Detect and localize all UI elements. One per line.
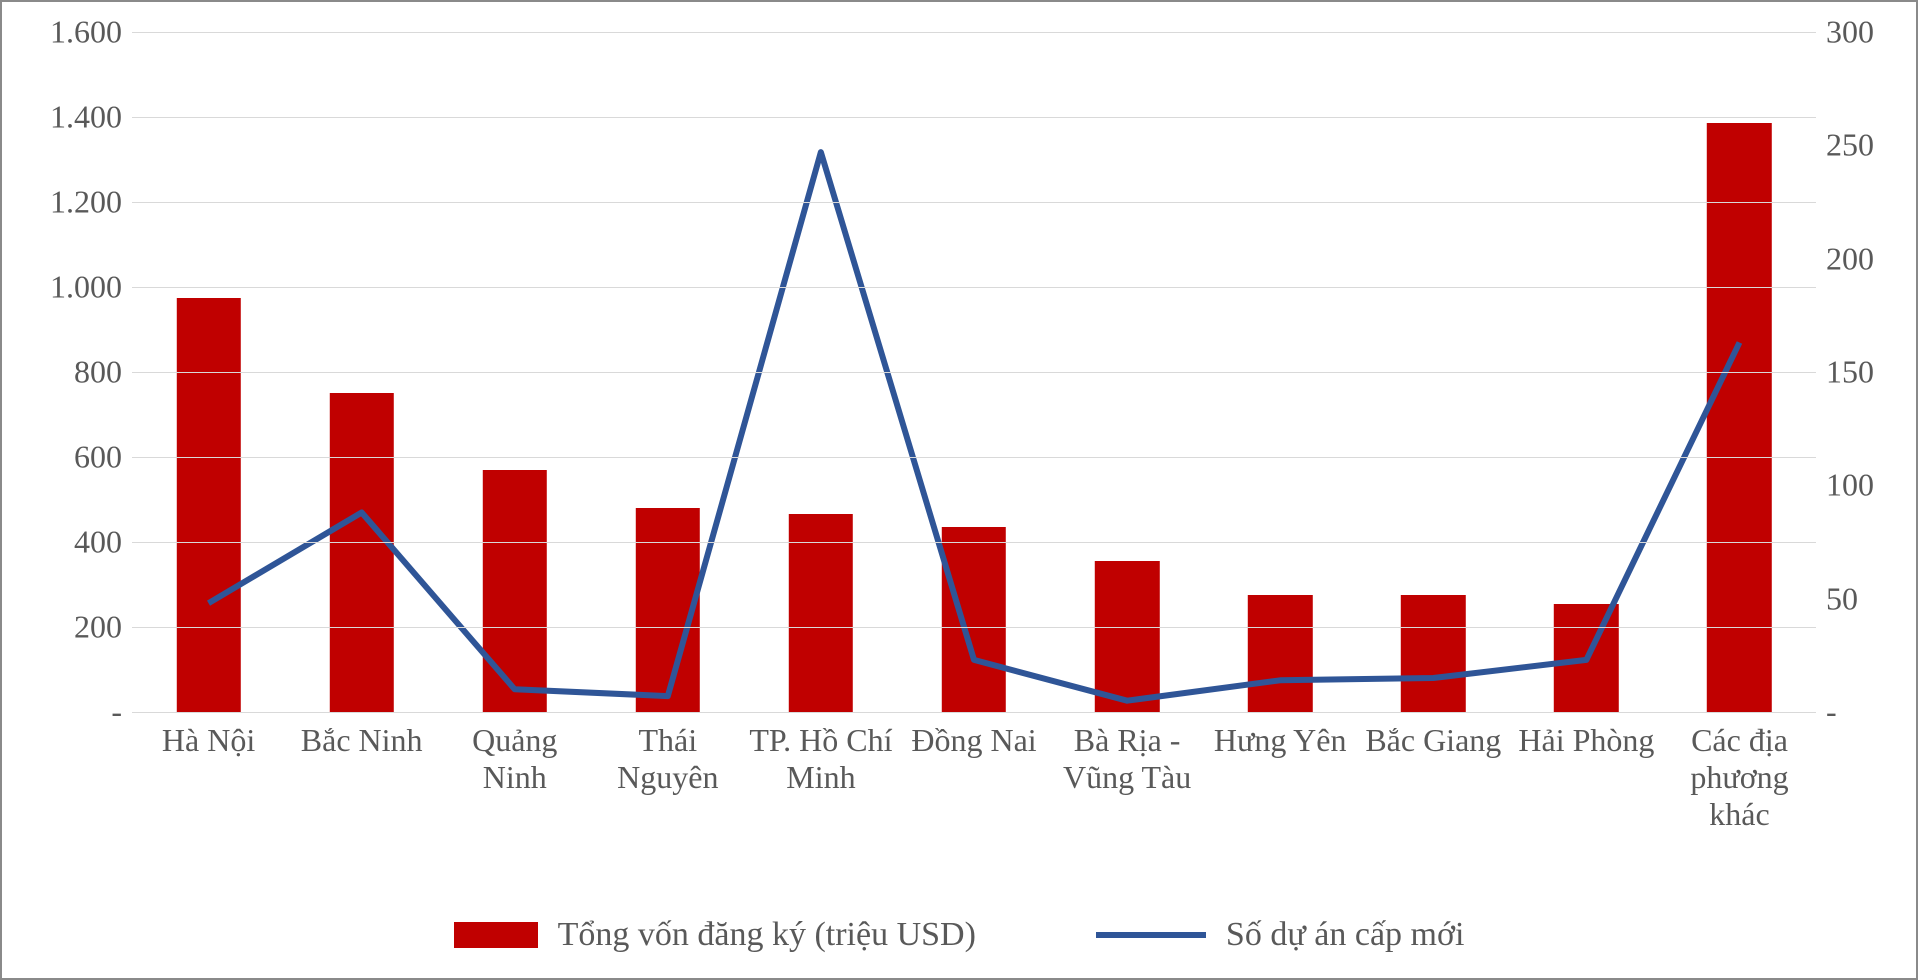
x-tick-label: Bắc Giang	[1357, 722, 1510, 832]
y-right-tick-label: 300	[1826, 14, 1906, 51]
x-axis-labels: Hà NộiBắc NinhQuảng NinhThái NguyênTP. H…	[132, 722, 1816, 832]
y-left-tick-label: 200	[22, 609, 122, 646]
x-tick-label: Bà Rịa - Vũng Tàu	[1051, 722, 1204, 832]
legend-swatch-bar	[454, 922, 538, 948]
gridline	[132, 372, 1816, 373]
y-left-tick-label: 1.400	[22, 99, 122, 136]
y-right-tick-label: 100	[1826, 467, 1906, 504]
legend-item-line: Số dự án cấp mới	[1096, 916, 1464, 954]
gridline	[132, 627, 1816, 628]
y-right-tick-label: 200	[1826, 240, 1906, 277]
gridline	[132, 712, 1816, 713]
y-right-tick-label: -	[1826, 694, 1906, 731]
x-tick-label: Hà Nội	[132, 722, 285, 832]
gridline	[132, 542, 1816, 543]
legend-label-line: Số dự án cấp mới	[1226, 916, 1464, 954]
y-right-tick-label: 250	[1826, 127, 1906, 164]
plot-area: - 200 400 600 800 1.000 1.200 1.400 1.60…	[132, 32, 1816, 712]
y-left-tick-label: 600	[22, 439, 122, 476]
x-tick-label: Quảng Ninh	[438, 722, 591, 832]
legend-item-bars: Tổng vốn đăng ký (triệu USD)	[454, 916, 976, 954]
gridline	[132, 457, 1816, 458]
y-right-tick-label: 150	[1826, 354, 1906, 391]
gridline	[132, 287, 1816, 288]
x-tick-label: Bắc Ninh	[285, 722, 438, 832]
x-tick-label: TP. Hồ Chí Minh	[744, 722, 897, 832]
y-left-tick-label: 800	[22, 354, 122, 391]
combo-chart: - 200 400 600 800 1.000 1.200 1.400 1.60…	[0, 0, 1918, 980]
y-left-tick-label: -	[22, 694, 122, 731]
gridline	[132, 32, 1816, 33]
gridline	[132, 202, 1816, 203]
legend-label-bar: Tổng vốn đăng ký (triệu USD)	[558, 916, 976, 954]
y-left-tick-label: 400	[22, 524, 122, 561]
legend-swatch-line	[1096, 932, 1206, 938]
line-path	[209, 152, 1740, 701]
x-tick-label: Đồng Nai	[897, 722, 1050, 832]
legend: Tổng vốn đăng ký (triệu USD) Số dự án cấ…	[2, 916, 1916, 954]
gridline	[132, 117, 1816, 118]
y-right-tick-label: 50	[1826, 580, 1906, 617]
x-tick-label: Hưng Yên	[1204, 722, 1357, 832]
y-left-tick-label: 1.200	[22, 184, 122, 221]
x-tick-label: Thái Nguyên	[591, 722, 744, 832]
y-left-tick-label: 1.000	[22, 269, 122, 306]
y-left-tick-label: 1.600	[22, 14, 122, 51]
x-tick-label: Các địa phương khác	[1663, 722, 1816, 832]
x-tick-label: Hải Phòng	[1510, 722, 1663, 832]
